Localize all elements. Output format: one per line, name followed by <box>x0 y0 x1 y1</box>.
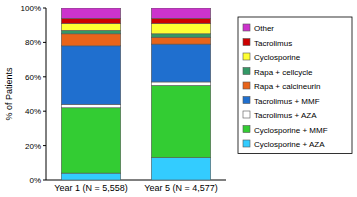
y-tick-label: 100% <box>21 4 41 13</box>
y-tick-label: 20% <box>25 142 41 151</box>
legend-label: Cyclosporine + AZA <box>254 140 325 149</box>
bar-segment <box>151 34 210 37</box>
y-tick <box>43 42 46 43</box>
y-tick-label: 40% <box>25 107 41 116</box>
legend-swatch <box>243 140 250 147</box>
y-tick <box>43 8 46 9</box>
y-axis <box>46 8 47 180</box>
y-tick <box>43 180 46 181</box>
legend-label: Cyclosporine + MMF <box>254 126 328 135</box>
bar-segment <box>151 37 210 44</box>
bar-segment <box>151 82 210 85</box>
legend-label: Rapa + calcineurin <box>254 82 320 91</box>
legend-swatch <box>243 53 250 60</box>
bar-segment <box>61 104 120 107</box>
bar-segment <box>151 44 210 82</box>
legend-label: Tacrolimus + AZA <box>254 111 317 120</box>
y-tick-label: 0% <box>29 176 41 185</box>
bar-segment <box>61 46 120 104</box>
bar-segment <box>61 23 120 30</box>
legend-swatch <box>243 24 250 31</box>
legend-swatch <box>243 97 250 104</box>
bar-segment <box>61 108 120 173</box>
bar-segment <box>61 30 120 33</box>
legend-label: Tacrolimus + MMF <box>254 97 320 106</box>
bar-segment <box>61 173 120 180</box>
bar-segment <box>151 158 210 180</box>
bar-segment <box>151 85 210 157</box>
y-axis-label: % of Patients <box>4 67 14 121</box>
bar-segment <box>61 8 120 18</box>
bar-segment <box>151 18 210 23</box>
legend-label: Rapa + cellcycle <box>254 68 313 77</box>
legend-label: Cyclosporine <box>254 53 301 62</box>
y-tick-label: 80% <box>25 38 41 47</box>
legend-swatch <box>243 126 250 133</box>
bar-segment <box>151 8 210 18</box>
y-tick-label: 60% <box>25 73 41 82</box>
bar-segment <box>61 18 120 23</box>
x-tick-label: Year 5 (N = 4,577) <box>144 183 217 193</box>
chart: 0% 20% 40% 60% 80% 100% % of Patients Year 1 (N… <box>0 0 357 197</box>
x-tick-label: Year 1 (N = 5,558) <box>54 183 127 193</box>
legend-label: Other <box>254 24 274 33</box>
legend-box <box>238 17 352 154</box>
y-tick <box>43 111 46 112</box>
legend-swatch <box>243 111 250 118</box>
legend-swatch <box>243 68 250 75</box>
legend-swatch <box>243 82 250 89</box>
y-tick <box>43 76 46 77</box>
bar-segment <box>151 23 210 33</box>
legend-label: Tacrolimus <box>254 39 292 48</box>
y-tick <box>43 145 46 146</box>
bars <box>61 8 210 180</box>
bar-segment <box>61 34 120 46</box>
legend-swatch <box>243 39 250 46</box>
